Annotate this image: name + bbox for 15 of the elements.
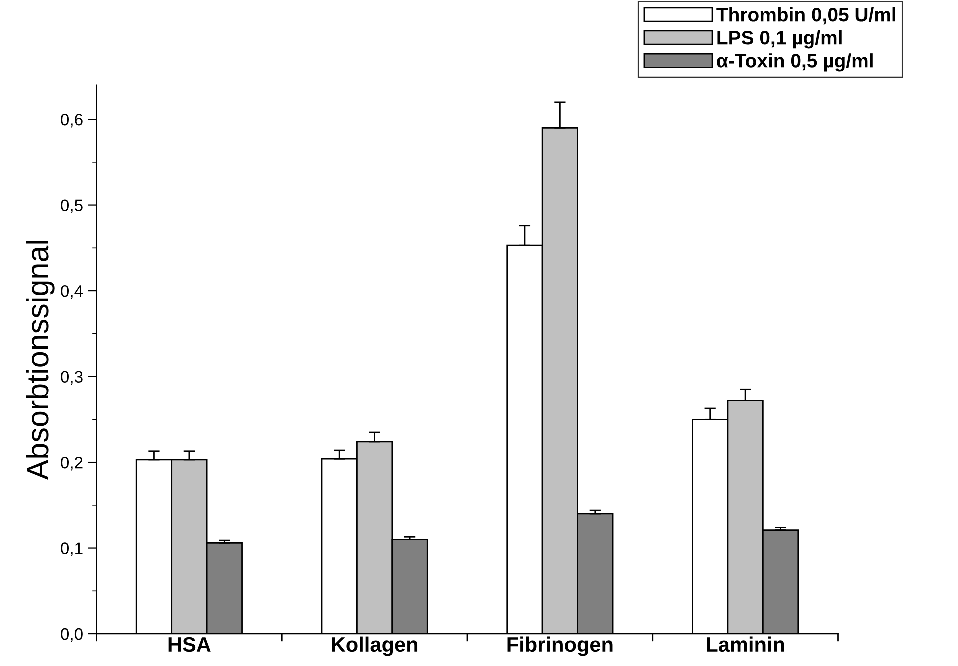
- y-tick-label: 0,1: [61, 542, 83, 556]
- y-tick-label: 0,6: [61, 114, 83, 128]
- x-tick-label: Fibrinogen: [508, 636, 613, 656]
- y-tick-label: 0,3: [61, 371, 83, 385]
- y-tick-label: 0,5: [61, 200, 83, 214]
- y-tick-label: 0,2: [61, 456, 83, 471]
- x-tick-label: Laminin: [707, 636, 784, 652]
- y-axis-title: Absorbtionssignal: [26, 241, 55, 480]
- legend-label: Thrombin 0,05 U/ml: [716, 8, 896, 25]
- x-tick-label: HSA: [168, 637, 211, 652]
- legend-label: α-Toxin 0,5 µg/ml: [717, 54, 873, 72]
- y-tick-label: 0,0: [61, 628, 83, 642]
- x-tick-label: Kollagen: [332, 636, 418, 656]
- y-tick-label: 0,4: [61, 285, 84, 300]
- legend-label: LPS 0,1 µg/ml: [718, 30, 842, 49]
